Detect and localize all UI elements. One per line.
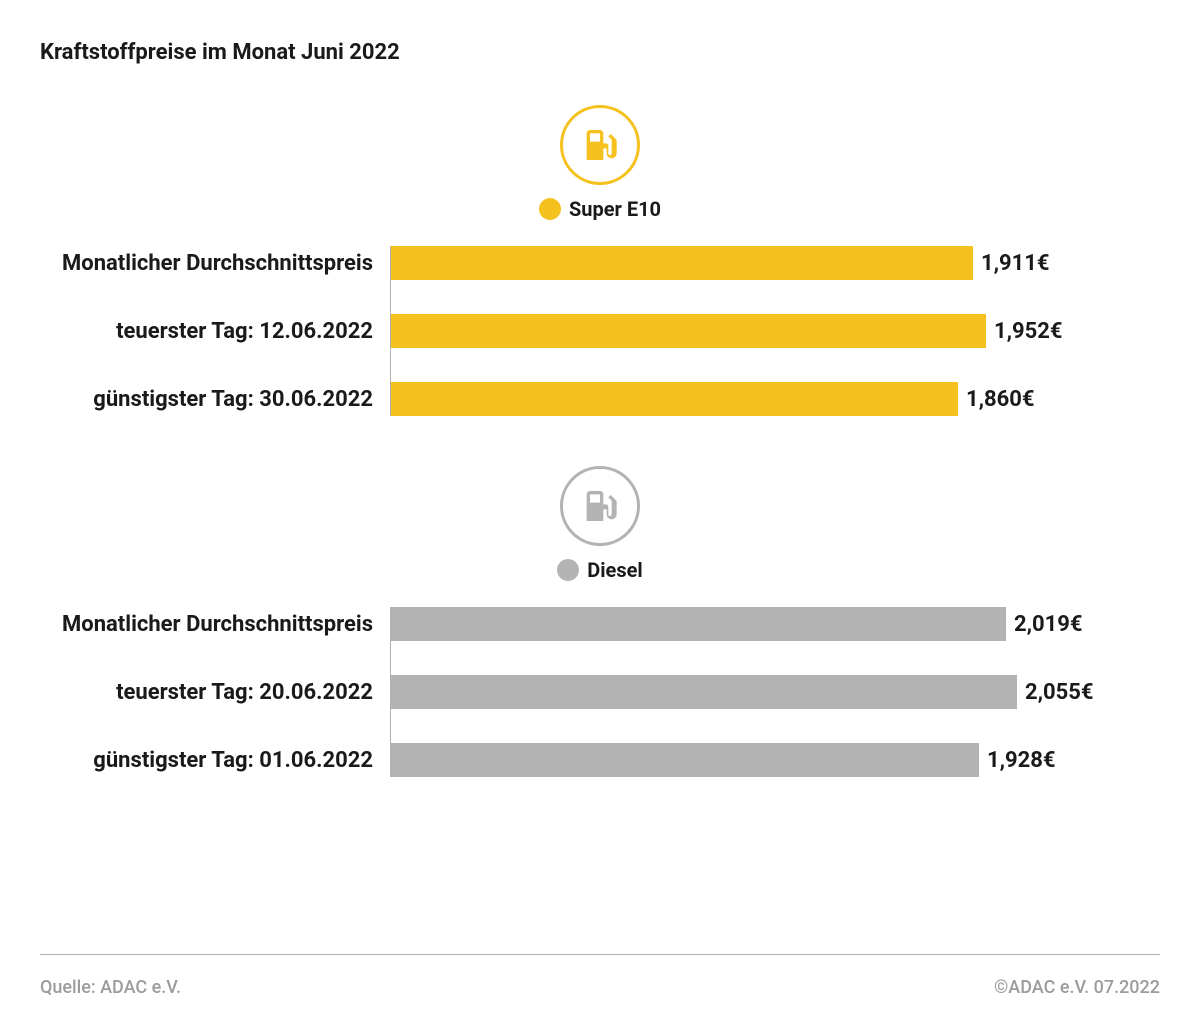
legend-label: Super E10 [569, 197, 661, 221]
legend-diesel: Diesel [40, 558, 1160, 582]
bar-row: günstigster Tag: 30.06.2022 1,860€ [391, 382, 1160, 416]
bar-fill [391, 246, 973, 280]
fuel-pump-icon [560, 105, 640, 185]
bar-row: teuerster Tag: 20.06.2022 2,055€ [391, 675, 1160, 709]
page-title: Kraftstoffpreise im Monat Juni 2022 [40, 40, 1160, 65]
bar-fill [391, 607, 1006, 641]
bar-label: Monatlicher Durchschnittspreis [62, 251, 373, 276]
footer-copyright: ©ADAC e.V. 07.2022 [994, 977, 1160, 998]
bar-fill [391, 743, 979, 777]
bar-fill [391, 314, 986, 348]
bar-fill [391, 675, 1017, 709]
bar-value: 1,860€ [966, 387, 1035, 412]
bar-label: teuerster Tag: 12.06.2022 [116, 319, 373, 344]
fuel-section-diesel: Diesel Monatlicher Durchschnittspreis 2,… [40, 466, 1160, 777]
bar-group-super-e10: Monatlicher Durchschnittspreis 1,911€ te… [390, 246, 1160, 416]
bar-group-diesel: Monatlicher Durchschnittspreis 2,019€ te… [390, 607, 1160, 777]
fuel-pump-glyph [580, 486, 620, 526]
legend-dot [539, 198, 561, 220]
bar-value: 1,911€ [981, 251, 1050, 276]
bar-value: 2,055€ [1025, 680, 1094, 705]
bar-row: günstigster Tag: 01.06.2022 1,928€ [391, 743, 1160, 777]
bar-fill [391, 382, 958, 416]
legend-super-e10: Super E10 [40, 197, 1160, 221]
footer: Quelle: ADAC e.V. ©ADAC e.V. 07.2022 [40, 954, 1160, 998]
bar-row: Monatlicher Durchschnittspreis 2,019€ [391, 607, 1160, 641]
footer-source: Quelle: ADAC e.V. [40, 977, 181, 998]
bar-row: teuerster Tag: 12.06.2022 1,952€ [391, 314, 1160, 348]
bar-label: Monatlicher Durchschnittspreis [62, 612, 373, 637]
bar-label: günstigster Tag: 30.06.2022 [93, 387, 373, 412]
bar-value: 2,019€ [1014, 612, 1083, 637]
legend-label: Diesel [587, 558, 642, 582]
legend-dot [557, 559, 579, 581]
bar-label: günstigster Tag: 01.06.2022 [93, 748, 373, 773]
bar-label: teuerster Tag: 20.06.2022 [116, 680, 373, 705]
fuel-section-super-e10: Super E10 Monatlicher Durchschnittspreis… [40, 105, 1160, 416]
bar-row: Monatlicher Durchschnittspreis 1,911€ [391, 246, 1160, 280]
fuel-pump-icon [560, 466, 640, 546]
fuel-pump-glyph [580, 125, 620, 165]
bar-value: 1,952€ [994, 319, 1063, 344]
bar-value: 1,928€ [987, 748, 1056, 773]
